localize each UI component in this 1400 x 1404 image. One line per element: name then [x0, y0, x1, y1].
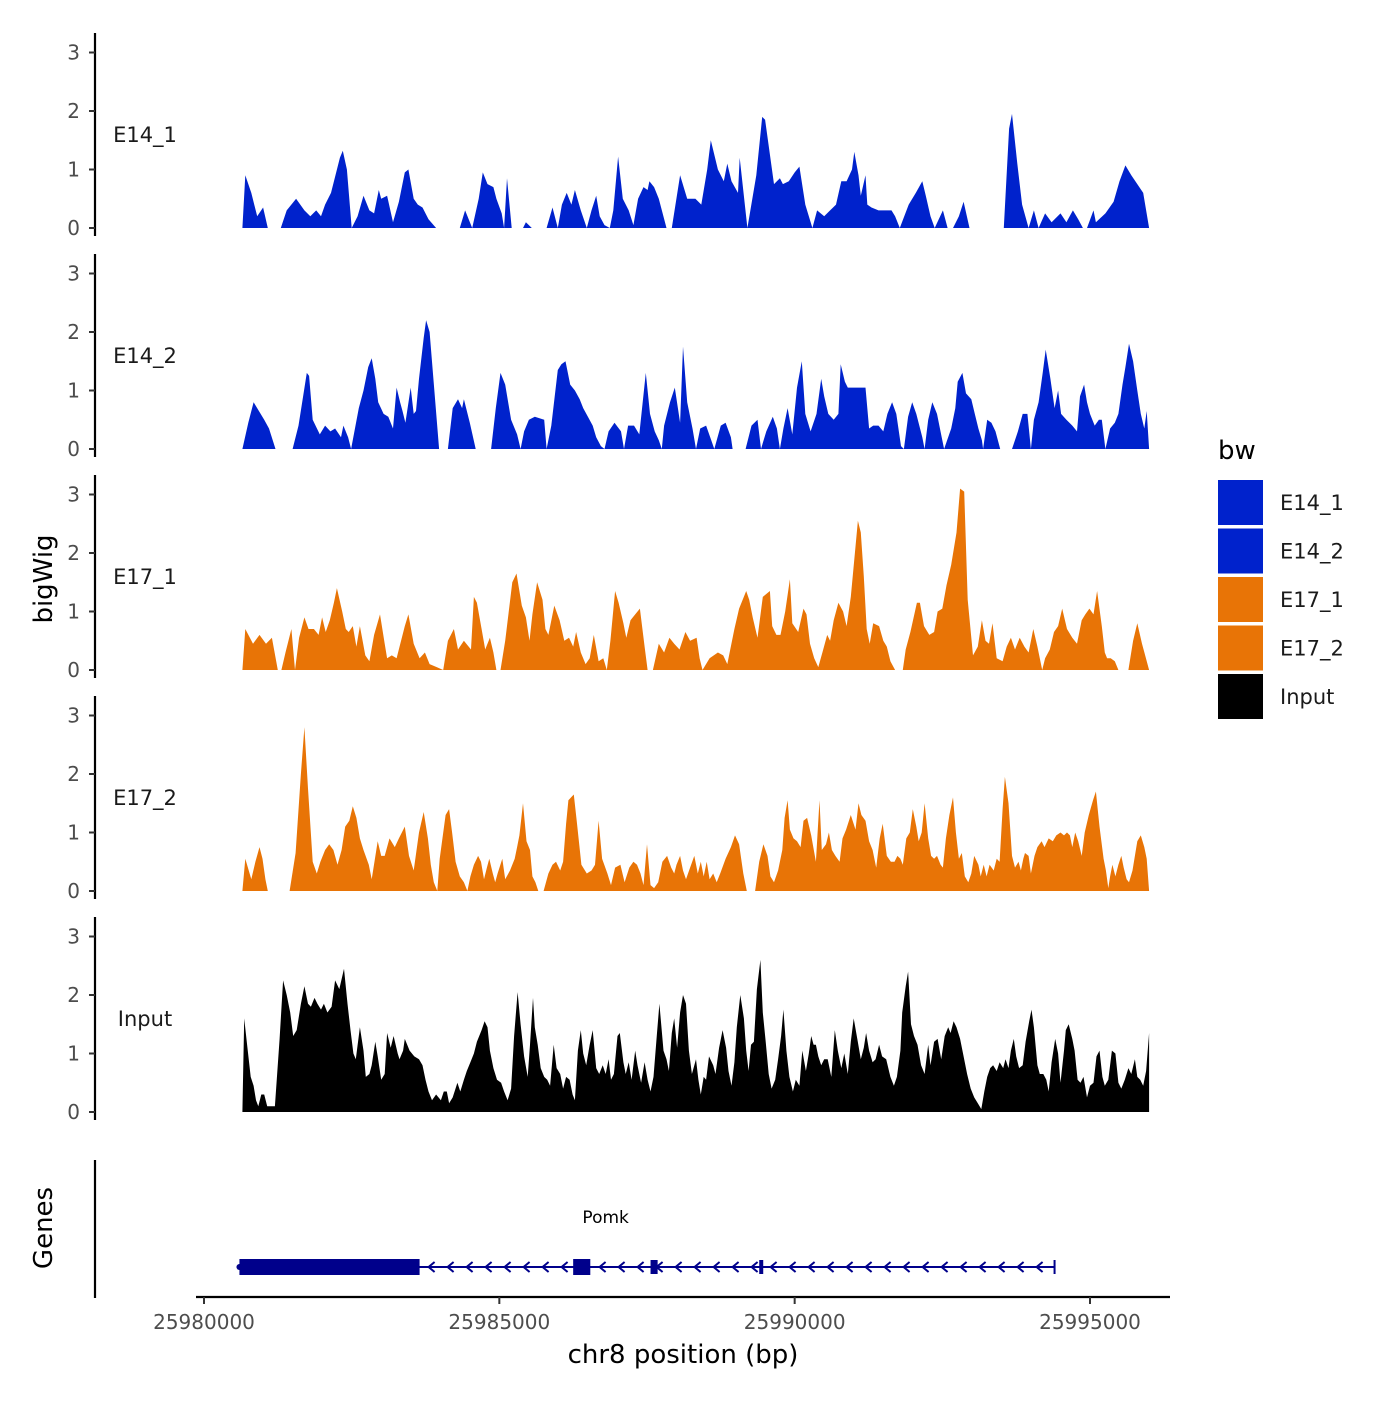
y-tick-label: 0: [67, 658, 80, 682]
y-tick-label: 0: [67, 879, 80, 903]
strand-arrow-icon: [617, 1261, 626, 1273]
y-tick-label: 2: [67, 541, 80, 565]
y-tick-label: 3: [67, 41, 80, 65]
gene-label: Pomk: [582, 1208, 629, 1228]
strand-arrow-icon: [503, 1261, 512, 1273]
legend-label: E17_2: [1280, 637, 1344, 662]
legend: bw E14_1 E14_2 E17_1 E17_2 Input: [1218, 436, 1344, 719]
strand-arrow-icon: [883, 1261, 892, 1273]
y-tick-label: 3: [67, 925, 80, 949]
y-tick-label: 1: [67, 158, 80, 182]
y-tick-label: 1: [67, 821, 80, 845]
strand-arrow-icon: [712, 1261, 721, 1273]
strand-arrow-icon: [864, 1261, 873, 1273]
y-axis-title: bigWig: [29, 534, 59, 623]
track-label: E14_2: [113, 344, 177, 369]
y-tick-label: 3: [67, 262, 80, 286]
strand-arrow-icon: [807, 1261, 816, 1273]
track-e14-1: 0 1 2 3 E14_1: [67, 33, 1150, 240]
strand-arrow-icon: [940, 1261, 949, 1273]
strand-arrow-icon: [446, 1261, 455, 1273]
legend-label: Input: [1280, 685, 1334, 709]
x-tick-label: 25990000: [744, 1310, 846, 1334]
track-label: E17_1: [113, 565, 177, 590]
strand-arrow-icon: [750, 1261, 759, 1273]
strand-arrow-icon: [484, 1261, 493, 1273]
legend-swatch: [1218, 577, 1263, 622]
x-axis-title: chr8 position (bp): [568, 1340, 799, 1370]
x-tick-label: 25980000: [153, 1310, 255, 1334]
strand-arrow-icon: [598, 1261, 607, 1273]
y-tick-label: 2: [67, 99, 80, 123]
gene-exon: [239, 1259, 420, 1275]
strand-arrow-icon: [465, 1261, 474, 1273]
legend-swatch: [1218, 528, 1263, 574]
y-tick-label: 0: [67, 437, 80, 461]
gene-start-cap: [236, 1264, 243, 1270]
strand-arrow-icon: [731, 1261, 740, 1273]
x-axis: 25980000 25985000 25990000 25995000: [153, 1295, 1170, 1334]
legend-swatch: [1218, 480, 1263, 525]
bigwig-tracks: 0 1 2 3 E14_1 0 1 2 3 E14_2 0 1 2 3 E17_1 0 1 2 3 E17_2 0 1 2 3…: [67, 33, 1150, 1124]
y-tick-label: 0: [67, 1100, 80, 1124]
strand-arrow-icon: [636, 1261, 645, 1273]
gene-exon: [650, 1260, 658, 1274]
strand-arrow-icon: [921, 1261, 930, 1273]
strand-arrow-icon: [427, 1261, 436, 1273]
track-input: 0 1 2 3 Input: [67, 917, 1150, 1124]
legend-items: E14_1 E14_2 E17_1 E17_2 Input: [1218, 480, 1344, 719]
y-tick-label: 1: [67, 600, 80, 624]
track-area-e14-1: [242, 113, 1150, 228]
y-tick-label: 3: [67, 483, 80, 507]
y-tick-label: 2: [67, 762, 80, 786]
strand-arrow-icon: [959, 1261, 968, 1273]
track-area-e17-1: [242, 488, 1150, 670]
y-tick-label: 2: [67, 983, 80, 1007]
gene-exon: [573, 1259, 591, 1275]
strand-arrow-icon: [902, 1261, 911, 1273]
track-area-e17-2: [242, 727, 1150, 891]
strand-arrow-icon: [693, 1261, 702, 1273]
y-tick-label: 0: [67, 216, 80, 240]
track-label: Input: [118, 1007, 172, 1031]
legend-label: E17_1: [1280, 588, 1344, 613]
strand-arrow-icon: [845, 1261, 854, 1273]
legend-label: E14_2: [1280, 540, 1344, 565]
strand-arrow-icon: [769, 1261, 778, 1273]
x-tick-label: 25995000: [1039, 1310, 1141, 1334]
gene-model-pomk: [236, 1259, 1056, 1275]
genes-panel: Genes Pomk: [29, 1160, 1056, 1298]
x-tick-label: 25985000: [448, 1310, 550, 1334]
track-area-input: [242, 959, 1150, 1112]
strand-arrow-icon: [674, 1261, 683, 1273]
track-area-e14-2: [242, 320, 1150, 449]
strand-arrow-icon: [788, 1261, 797, 1273]
y-tick-label: 1: [67, 1042, 80, 1066]
legend-swatch: [1218, 625, 1263, 671]
y-tick-label: 1: [67, 379, 80, 403]
track-e17-1: 0 1 2 3 E17_1: [67, 475, 1150, 682]
strand-arrow-icon: [1016, 1261, 1025, 1273]
track-label: E17_2: [113, 786, 177, 811]
legend-label: E14_1: [1280, 491, 1344, 516]
y-tick-label: 2: [67, 320, 80, 344]
legend-title: bw: [1218, 436, 1256, 466]
track-e17-2: 0 1 2 3 E17_2: [67, 696, 1150, 903]
genes-panel-title: Genes: [29, 1187, 59, 1269]
gene-exon: [759, 1260, 764, 1274]
strand-arrow-icon: [522, 1261, 531, 1273]
track-label: E14_1: [113, 123, 177, 148]
legend-swatch: [1218, 674, 1263, 719]
strand-arrow-icon: [1035, 1261, 1044, 1273]
strand-arrow-icon: [541, 1261, 550, 1273]
y-tick-label: 3: [67, 704, 80, 728]
strand-arrow-icon: [560, 1261, 569, 1273]
track-e14-2: 0 1 2 3 E14_2: [67, 254, 1150, 461]
strand-arrow-icon: [826, 1261, 835, 1273]
strand-arrow-icon: [997, 1261, 1006, 1273]
strand-arrow-icon: [978, 1261, 987, 1273]
